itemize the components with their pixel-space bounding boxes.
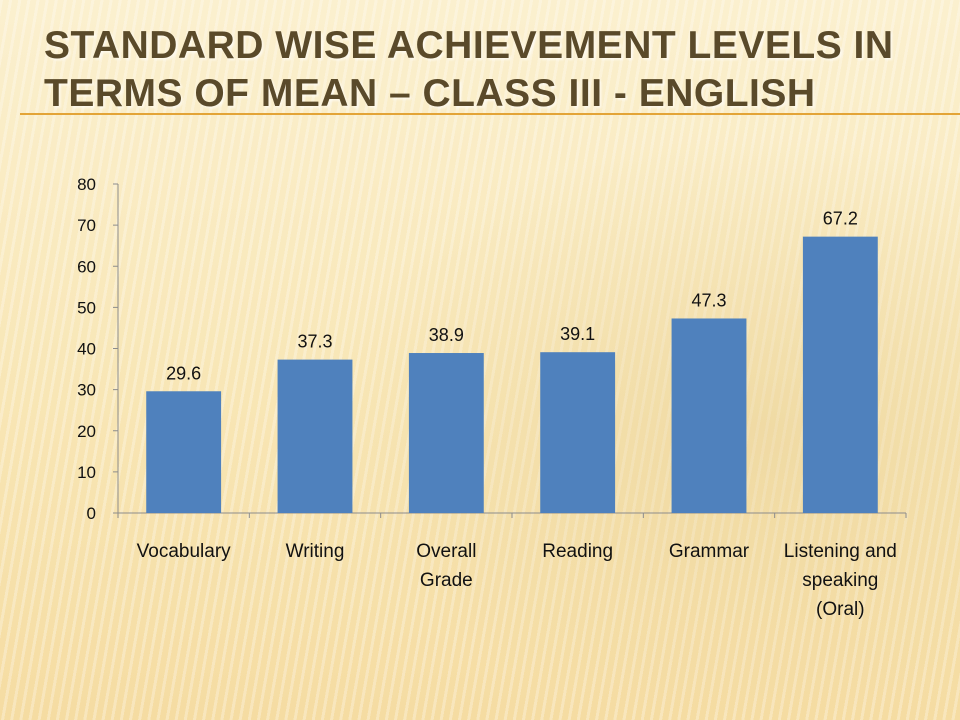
data-label: 29.6 — [166, 363, 201, 383]
y-tick-label: 70 — [77, 216, 96, 235]
y-tick-label: 10 — [77, 463, 96, 482]
bar — [802, 236, 878, 513]
title-underline — [20, 113, 960, 115]
category-label: Grammar — [669, 541, 750, 562]
data-label: 37.3 — [297, 332, 332, 352]
bar — [540, 352, 616, 513]
y-tick-label: 50 — [77, 298, 96, 317]
x-axis — [117, 512, 907, 518]
slide-title: Standard wise achievement levels in term… — [44, 22, 924, 118]
category-label: Writing — [286, 541, 345, 562]
title-line-2: terms of mean – class III - English — [44, 72, 816, 115]
data-label: 67.2 — [823, 209, 858, 229]
y-tick-label: 0 — [87, 504, 96, 523]
category-label: Reading — [542, 541, 613, 562]
y-tick-label: 60 — [77, 257, 96, 276]
bar — [671, 318, 747, 513]
title-line-1: Standard wise achievement levels in — [44, 24, 894, 67]
category-label: Overall Grade — [416, 541, 476, 591]
y-axis: 0 10 20 30 40 50 60 70 80 — [77, 175, 119, 523]
data-label: 38.9 — [429, 325, 464, 345]
y-tick-label: 20 — [77, 422, 96, 441]
data-labels: 29.6 37.3 38.9 39.1 47.3 67.2 — [166, 209, 858, 384]
bar — [146, 391, 222, 513]
category-label: Listening and speaking (Oral) — [784, 541, 897, 620]
category-label: Vocabulary — [137, 541, 232, 562]
bar — [408, 353, 484, 513]
category-labels: Vocabulary Writing Overall Grade Reading Gram… — [137, 541, 897, 620]
y-tick-label: 30 — [77, 381, 96, 400]
y-tick-label: 40 — [77, 340, 96, 359]
data-label: 39.1 — [560, 324, 595, 344]
bar — [277, 359, 353, 513]
data-label: 47.3 — [691, 290, 726, 310]
bars — [146, 236, 878, 513]
y-tick-label: 80 — [77, 175, 96, 194]
